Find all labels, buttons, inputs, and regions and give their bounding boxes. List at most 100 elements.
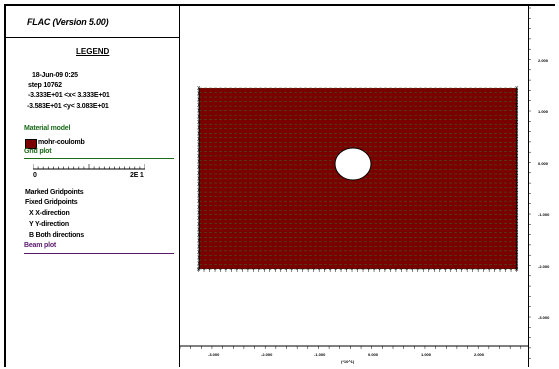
fixed-marker-x: X: [515, 188, 519, 194]
fixed-marker-y: Y: [262, 268, 267, 274]
fixed-marker-x: X: [197, 256, 201, 262]
fixed-marker-x: X: [197, 131, 201, 137]
fixed-marker-x: X: [197, 216, 201, 222]
fixed-marker-x: X: [515, 244, 519, 250]
fixed-marker-x: X: [515, 199, 519, 205]
fixed-marker-x: X: [515, 256, 519, 262]
fixed-marker-y: Y: [487, 268, 492, 274]
fixed-marker-y: Y: [240, 268, 245, 274]
y-tick-label: 1.000: [538, 109, 549, 114]
fixed-marker-x: X: [515, 267, 519, 273]
fixed-marker-x: X: [197, 120, 201, 126]
fixed-marker-y: Y: [448, 268, 453, 274]
fixed-marker-x: X: [197, 199, 201, 205]
fixed-marker-x: X: [197, 210, 201, 216]
fixed-marker-y: Y: [410, 268, 415, 274]
fixed-marker-y: Y: [212, 268, 217, 274]
fixed-marker-y: Y: [207, 268, 212, 274]
fixed-marker-y: Y: [476, 268, 481, 274]
fixed-marker-x: X: [197, 233, 201, 239]
fixed-marker-x: X: [515, 92, 519, 98]
legend-y-range: -3.583E+01 <y< 3.083E+01: [27, 103, 109, 110]
fixed-marker-x: X: [515, 233, 519, 239]
fixed-marker-x: X: [515, 182, 519, 188]
fixed-marker-y: Y: [465, 268, 470, 274]
marked-gridpoints-label: Marked Gridpoints: [25, 189, 84, 196]
legend-panel: [4, 4, 180, 367]
fixed-marker-y: Y: [196, 268, 201, 274]
y-tick-label: -1.000: [538, 212, 550, 217]
model-plot: X XX XX XX XX XX XX XX XX XX XX XX XX XX XX XX XX XX XX XX X…: [180, 86, 528, 349]
fixed-marker-y: Y: [245, 268, 250, 274]
material-model-label: Material model: [24, 125, 71, 132]
fixed-marker-y: Y: [333, 268, 338, 274]
fixed-marker-y: Y: [295, 268, 300, 274]
fixed-gridpoint-markers: X XX XX XX XX XX XX XX XX XX XX XX XX XX XX XX XX XX XX XX X…: [196, 86, 519, 274]
x-tick-label: 1.000: [421, 352, 432, 357]
y-axis-ticks: [528, 7, 531, 359]
fixed-marker-y: Y: [289, 268, 294, 274]
y-tick-label: -3.000: [538, 315, 550, 320]
fixed-marker-y: Y: [306, 268, 311, 274]
fixed-marker-x: X: [515, 160, 519, 166]
fixed-marker-x: X: [197, 182, 201, 188]
legend-date-time: 18-Jun-09 0:25: [32, 72, 78, 79]
fixed-marker-x: X: [197, 165, 201, 171]
fixed-marker-y: Y: [267, 268, 272, 274]
fixed-marker-x: X: [197, 92, 201, 98]
fixed-marker-x: X: [197, 103, 201, 109]
legend-heading: LEGEND: [76, 47, 110, 56]
fixed-marker-y: Y: [328, 268, 333, 274]
fixed-marker-y: Y: [415, 268, 420, 274]
fixed-marker-y: Y: [393, 268, 398, 274]
fixed-marker-x: X: [197, 154, 201, 160]
fixed-marker-x: X: [197, 143, 201, 149]
fixed-marker-x: X: [515, 171, 519, 177]
fixed-marker-x: X: [197, 227, 201, 233]
fixed-marker-y: Y: [498, 268, 503, 274]
fixed-marker-y: Y: [371, 268, 376, 274]
fixed-marker-x: X: [515, 114, 519, 120]
fixed-marker-y: Y: [278, 268, 283, 274]
fixed-marker-x: X: [515, 177, 519, 183]
fixed-marker-y: Y: [377, 268, 382, 274]
fixed-marker-y: Y: [492, 268, 497, 274]
fixed-marker-y: Y: [223, 268, 228, 274]
fixed-marker-y: Y: [201, 268, 206, 274]
y-tick-label: 2.000: [538, 58, 549, 63]
fixed-marker-x: X: [515, 250, 519, 256]
grid-mesh: [198, 87, 518, 270]
fixed-marker-x: X: [515, 165, 519, 171]
fixed-marker-x: X: [515, 148, 519, 154]
fixed-marker-y: Y: [481, 268, 486, 274]
fixed-marker-x: X: [515, 210, 519, 216]
fixed-marker-y: Y: [229, 268, 234, 274]
fixed-marker-x: X: [197, 188, 201, 194]
y-tick-label: -2.000: [538, 264, 550, 269]
app-title: FLAC (Version 5.00): [27, 17, 109, 27]
fixed-marker-y: Y: [426, 268, 431, 274]
fixed-marker-y: Y: [360, 268, 365, 274]
fixed-marker-x: X: [197, 137, 201, 143]
fixed-marker-y: Y: [503, 268, 508, 274]
fixed-marker-y: Y: [366, 268, 371, 274]
fixed-marker-y: Y: [350, 268, 355, 274]
scale-min-label: 0: [33, 172, 37, 179]
fixed-marker-y: Y: [322, 268, 327, 274]
fixed-marker-x: X: [515, 227, 519, 233]
fixed-marker-x: X: [515, 222, 519, 228]
fixed-marker-y: Y: [509, 268, 514, 274]
fixed-marker-x: X: [197, 160, 201, 166]
tunnel-opening: [334, 147, 372, 181]
fixed-marker-y: Y: [388, 268, 393, 274]
fixed-marker-x: X: [197, 267, 201, 273]
fixed-marker-x: X: [197, 148, 201, 154]
title-divider: [4, 37, 180, 38]
fixed-marker-x: X: [197, 97, 201, 103]
fixed-marker-x: X: [515, 109, 519, 115]
fixed-marker-x: X: [197, 193, 201, 199]
beam-plot-divider: [24, 253, 174, 254]
x-direction-label: X X-direction: [29, 210, 70, 217]
fixed-marker-x: X: [197, 261, 201, 267]
x-tick-label: -3.000: [208, 352, 220, 357]
